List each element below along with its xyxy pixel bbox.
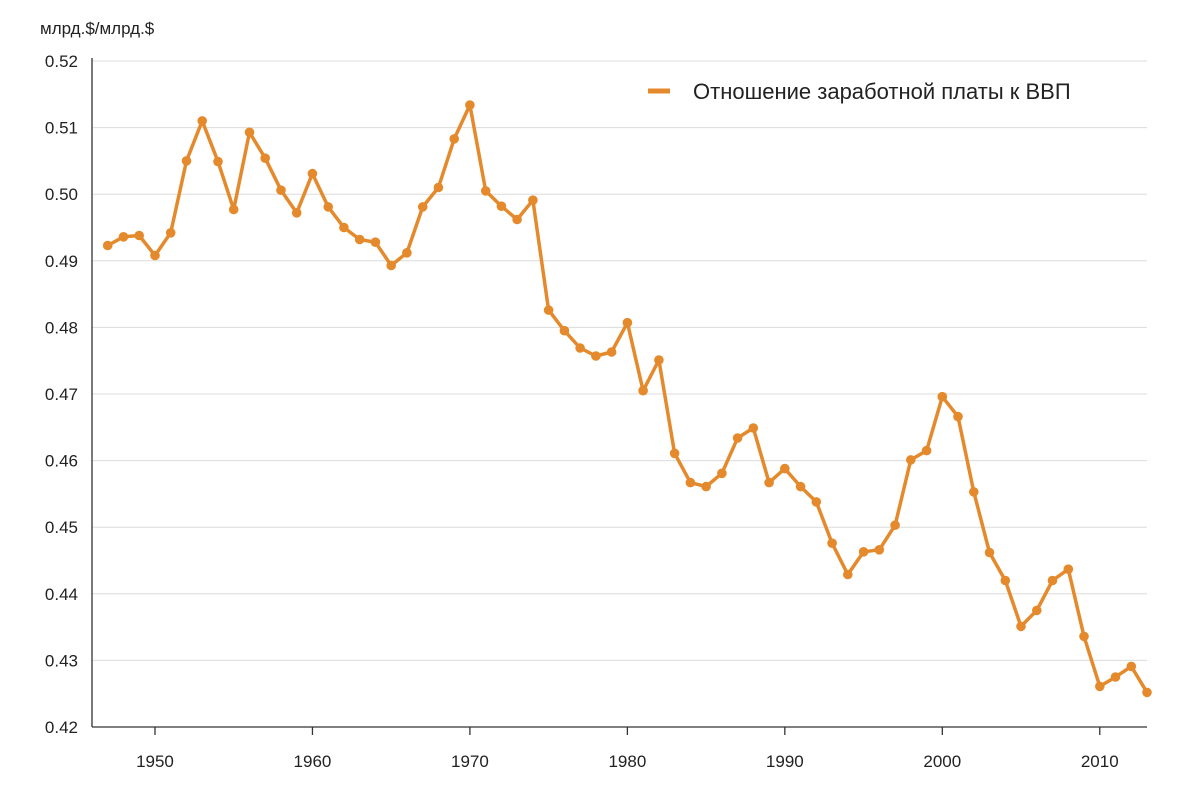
data-point xyxy=(480,186,491,196)
data-point xyxy=(1142,687,1152,698)
data-point xyxy=(874,545,885,555)
x-tick-label: 1990 xyxy=(766,752,804,771)
data-point xyxy=(591,351,601,361)
data-point xyxy=(669,448,680,459)
data-point xyxy=(606,347,617,357)
data-point xyxy=(402,248,412,258)
data-point xyxy=(291,208,302,218)
y-tick-label: 0.44 xyxy=(45,585,78,604)
data-point xyxy=(433,182,444,193)
data-point xyxy=(748,423,759,433)
data-point xyxy=(764,477,774,488)
data-point xyxy=(984,547,995,558)
data-point xyxy=(370,237,381,247)
data-point xyxy=(449,134,460,144)
x-tick-label: 1970 xyxy=(451,752,489,771)
y-axis-unit-label: млрд.$/млрд.$ xyxy=(40,19,155,38)
data-point xyxy=(543,305,554,315)
x-tick-label: 1950 xyxy=(136,752,174,771)
y-tick-label: 0.50 xyxy=(45,185,78,204)
data-point xyxy=(1000,575,1011,586)
data-point xyxy=(465,100,475,110)
data-point xyxy=(276,185,286,195)
data-point xyxy=(1079,631,1089,642)
data-point xyxy=(858,547,869,557)
data-point xyxy=(417,202,428,212)
data-point xyxy=(811,497,822,507)
data-point xyxy=(795,481,806,492)
data-point xyxy=(181,156,192,166)
data-point xyxy=(717,468,727,479)
data-point xyxy=(906,455,916,465)
data-point xyxy=(1063,564,1074,574)
data-point xyxy=(654,355,664,365)
data-point xyxy=(622,317,633,328)
data-point xyxy=(969,487,979,497)
data-point xyxy=(1016,621,1026,632)
data-point xyxy=(732,433,743,443)
data-point xyxy=(921,445,932,456)
legend-label: Отношение заработной платы к ВВП xyxy=(693,79,1071,104)
series-layer xyxy=(102,100,1152,698)
data-point xyxy=(1032,605,1042,616)
data-point xyxy=(638,385,648,396)
grid-lines xyxy=(92,60,1147,661)
y-tick-label: 0.52 xyxy=(45,52,78,71)
y-tick-label: 0.49 xyxy=(45,252,78,271)
data-point xyxy=(937,391,948,402)
data-point xyxy=(118,232,129,242)
data-point xyxy=(197,116,207,126)
y-tick-label: 0.48 xyxy=(45,318,78,337)
y-tick-label: 0.42 xyxy=(45,718,78,737)
y-tick-label: 0.45 xyxy=(45,518,78,537)
data-point xyxy=(213,156,223,167)
data-point xyxy=(1095,681,1105,692)
data-point xyxy=(827,538,837,548)
data-point xyxy=(323,202,334,212)
x-tick-label: 2010 xyxy=(1081,752,1119,771)
data-point xyxy=(512,214,522,225)
data-point xyxy=(165,228,176,238)
data-point xyxy=(843,569,853,580)
data-point xyxy=(559,325,570,336)
data-point xyxy=(339,222,349,233)
data-point xyxy=(134,230,144,241)
data-point xyxy=(244,127,255,138)
data-point xyxy=(150,250,160,261)
data-point xyxy=(386,260,397,271)
data-point xyxy=(1126,661,1137,672)
data-point xyxy=(685,477,696,488)
y-tick-label: 0.43 xyxy=(45,651,78,670)
x-axis-ticks: 1950 1960 1970 1980 1990 2000 2010 xyxy=(136,727,1119,771)
data-point xyxy=(1110,672,1121,682)
data-point xyxy=(496,201,507,211)
data-point xyxy=(228,204,239,215)
data-point xyxy=(701,481,711,492)
data-point xyxy=(354,234,365,245)
x-tick-label: 1960 xyxy=(294,752,332,771)
y-axis-ticks: 0.42 0.43 0.44 0.45 0.46 0.47 0.48 0.49 0.50 0.51… xyxy=(45,52,78,737)
data-point xyxy=(890,520,900,530)
data-point xyxy=(780,463,790,474)
y-tick-label: 0.46 xyxy=(45,452,78,471)
data-point xyxy=(1047,575,1058,586)
data-point xyxy=(953,411,963,422)
series-line xyxy=(105,103,1149,695)
data-point xyxy=(307,168,318,179)
x-tick-label: 2000 xyxy=(923,752,961,771)
x-tick-label: 1980 xyxy=(608,752,646,771)
data-point xyxy=(260,153,271,163)
data-point xyxy=(575,343,585,353)
data-point xyxy=(528,195,538,205)
legend: Отношение заработной платы к ВВП xyxy=(648,79,1071,104)
data-point xyxy=(102,240,113,251)
y-tick-label: 0.51 xyxy=(45,119,78,138)
y-tick-label: 0.47 xyxy=(45,385,78,404)
